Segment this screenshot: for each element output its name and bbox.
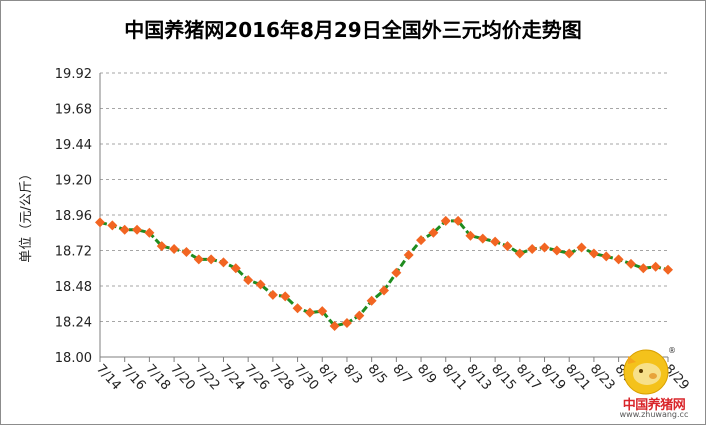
y-tick-label: 19.68 xyxy=(55,103,92,118)
data-point-marker xyxy=(292,303,303,314)
x-tick-label: 7/16 xyxy=(118,362,149,394)
data-point-marker xyxy=(156,241,167,252)
x-tick-label: 7/22 xyxy=(192,362,223,394)
data-point-marker xyxy=(428,227,439,238)
data-point-marker xyxy=(490,236,501,247)
data-point-marker xyxy=(440,215,451,226)
x-tick-label: 7/18 xyxy=(142,362,173,394)
data-point-marker xyxy=(280,291,291,302)
data-point-marker xyxy=(169,244,180,255)
data-point-marker xyxy=(539,242,550,253)
data-point-marker xyxy=(243,275,254,286)
pig-logo-icon xyxy=(623,349,669,395)
grid-lines xyxy=(100,72,668,358)
x-tick-label: 7/28 xyxy=(266,362,297,394)
data-point-marker xyxy=(366,295,377,306)
y-tick-label: 19.20 xyxy=(55,174,92,189)
x-tick-label: 8/3 xyxy=(340,362,365,388)
data-point-marker xyxy=(119,224,130,235)
data-point-marker xyxy=(107,220,118,231)
data-point-marker xyxy=(329,320,340,331)
x-tick-label: 7/26 xyxy=(241,362,272,394)
data-point-marker xyxy=(465,230,476,241)
data-point-marker xyxy=(132,224,143,235)
y-tick-label: 18.96 xyxy=(55,209,92,224)
data-point-marker xyxy=(391,267,402,278)
data-point-marker xyxy=(379,285,389,296)
data-point-marker xyxy=(601,251,612,262)
x-tick-label: 8/7 xyxy=(389,362,414,388)
registered-mark: ® xyxy=(668,346,676,355)
brand-logo: ® 中国养猪网 www.zhuwang.cc xyxy=(606,346,702,422)
data-point-marker xyxy=(181,246,192,257)
data-point-marker xyxy=(527,244,538,255)
data-point-marker xyxy=(613,254,624,265)
data-point-marker xyxy=(230,263,241,274)
x-tick-label: 8/17 xyxy=(513,362,544,394)
x-tick-label: 7/20 xyxy=(167,362,198,394)
y-tick-labels: 19.92 19.68 19.44 19.20 18.96 18.72 18.48 18.24… xyxy=(55,67,92,366)
x-tick-label: 8/19 xyxy=(538,362,569,394)
x-tick-label: 8/15 xyxy=(488,362,519,394)
logo-text: 中国养猪网 xyxy=(622,398,686,413)
data-point-marker xyxy=(193,254,204,265)
data-point-marker xyxy=(341,317,352,328)
data-point-marker xyxy=(477,233,488,244)
x-tick-label: 7/30 xyxy=(291,362,322,394)
data-point-marker xyxy=(650,261,661,272)
data-point-marker xyxy=(576,242,587,253)
data-point-marker xyxy=(218,257,229,268)
data-point-marker xyxy=(317,306,328,317)
logo-url: www.zhuwang.cc xyxy=(619,410,689,419)
data-point-marker xyxy=(144,227,155,238)
data-point-marker xyxy=(267,289,278,300)
data-point-marker xyxy=(206,254,217,265)
x-tick-label: 8/13 xyxy=(463,362,494,394)
data-point-marker xyxy=(625,258,636,269)
x-tick-label: 7/14 xyxy=(93,362,124,394)
data-point-marker xyxy=(416,235,427,246)
x-tick-label: 7/24 xyxy=(217,362,248,394)
data-point-marker xyxy=(255,279,266,290)
x-tick-label: 8/5 xyxy=(365,362,390,388)
y-tick-label: 19.92 xyxy=(55,67,92,82)
y-tick-label: 19.44 xyxy=(55,138,92,153)
data-point-marker xyxy=(588,248,599,259)
data-point-marker xyxy=(564,248,575,259)
data-point-marker xyxy=(663,264,673,275)
data-point-marker xyxy=(453,215,464,226)
data-point-marker xyxy=(638,263,649,274)
data-point-marker xyxy=(403,249,414,260)
x-tick-label: 8/21 xyxy=(562,362,593,394)
x-tick-label: 8/9 xyxy=(414,362,439,388)
chart-title: 中国养猪网2016年8月29日全国外三元均价走势图 xyxy=(124,18,582,42)
price-series-markers xyxy=(95,215,673,331)
data-point-marker xyxy=(514,248,525,259)
data-point-marker xyxy=(551,245,562,256)
data-point-marker xyxy=(95,217,105,228)
y-tick-label: 18.48 xyxy=(55,280,92,295)
data-point-marker xyxy=(502,241,513,252)
y-tick-label: 18.00 xyxy=(55,351,92,366)
y-tick-label: 18.72 xyxy=(55,245,92,260)
price-series-line xyxy=(99,219,669,328)
data-point-marker xyxy=(304,307,315,318)
data-point-marker xyxy=(354,310,365,321)
axes xyxy=(99,73,669,362)
x-tick-label: 8/11 xyxy=(439,362,470,394)
y-axis-label: 单位（元/公斤） xyxy=(19,167,34,262)
x-tick-labels: 7/147/167/187/207/227/247/267/287/308/1 8… xyxy=(93,362,692,394)
y-tick-label: 18.24 xyxy=(55,316,92,331)
